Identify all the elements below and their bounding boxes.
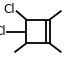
Text: Cl: Cl (4, 3, 15, 16)
Text: Cl: Cl (0, 25, 6, 38)
